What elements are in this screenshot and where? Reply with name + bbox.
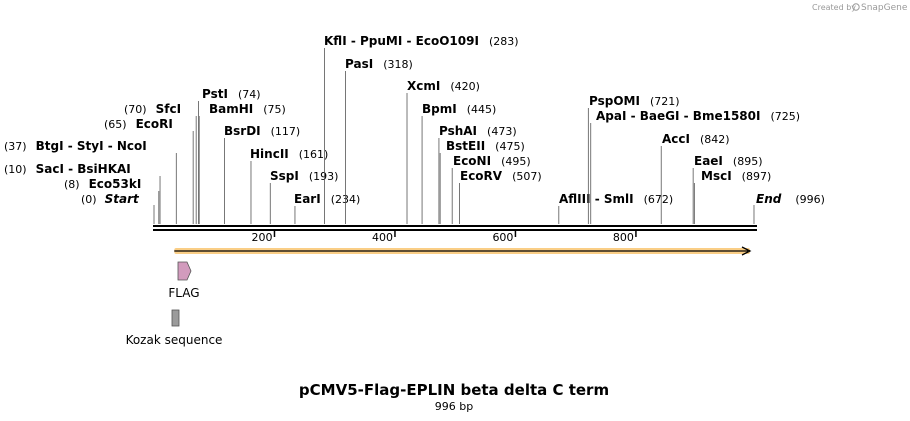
axis-tick-label: 200	[251, 231, 272, 244]
site-label: EcoRV (507)	[460, 169, 542, 183]
site-btgi[interactable]: (37) BtgI - StyI - NcoI	[4, 139, 177, 224]
site-sspi[interactable]: SspI (193)	[269, 169, 338, 224]
site-label: HincII (161)	[250, 147, 328, 161]
credit-brand: SnapGene	[861, 3, 908, 13]
start-marker: (0) Start	[81, 192, 155, 224]
snapgene-logo-icon	[852, 3, 860, 11]
site-pspomi[interactable]: PspOMI (721)	[587, 94, 680, 224]
site-apai[interactable]: ApaI - BaeGI - Bme1580I (725)	[590, 109, 800, 224]
site-label: AflIII - SmlI (672)	[559, 192, 673, 206]
site-bamhi[interactable]: BamHI (75)	[198, 102, 286, 224]
site-label: PasI (318)	[345, 57, 413, 71]
site-label: PstI (74)	[202, 87, 261, 101]
site-ecori[interactable]: (65) EcoRI	[104, 117, 194, 224]
site-label: BsrDI (117)	[224, 124, 300, 138]
site-label: BamHI (75)	[209, 102, 286, 116]
site-bsteii[interactable]: BstEII (475)	[439, 139, 525, 224]
site-label: EaeI (895)	[694, 154, 763, 168]
site-label: (10) SacI - BsiHKAI	[4, 162, 131, 176]
site-label: (8) Eco53kI	[64, 177, 141, 191]
backbone-top-line	[153, 225, 757, 227]
site-label: SspI (193)	[270, 169, 338, 183]
kozak-box	[171, 309, 180, 327]
feature-kozak-label: Kozak sequence	[126, 333, 223, 347]
site-kfli[interactable]: KflI - PpuMI - EcoO109I (283)	[324, 34, 519, 224]
feature-orf-arrow[interactable]	[174, 246, 752, 256]
plasmid-title: pCMV5-Flag-EPLIN beta delta C term	[299, 381, 609, 399]
site-eaei[interactable]: EaeI (895)	[692, 154, 763, 224]
site-econi[interactable]: EcoNI (495)	[451, 154, 531, 224]
site-bpmi[interactable]: BpmI (445)	[421, 102, 496, 224]
end-label: End (996)	[756, 192, 825, 206]
feature-flag[interactable]: FLAG	[168, 261, 200, 300]
restriction-sites: (8) Eco53kI(10) SacI - BsiHKAI (37) BtgI - S…	[4, 34, 825, 224]
site-eco53ki[interactable]: (8) Eco53kI	[64, 177, 160, 224]
start-label: (0) Start	[81, 192, 140, 206]
site-ecorv[interactable]: EcoRV (507)	[459, 169, 542, 224]
site-label: AccI (842)	[662, 132, 730, 146]
site-bsrdi[interactable]: BsrDI (117)	[224, 124, 300, 224]
site-label: BpmI (445)	[422, 102, 496, 116]
orf-arrowhead-icon	[741, 246, 752, 256]
site-label: XcmI (420)	[407, 79, 480, 93]
site-label: MscI (897)	[701, 169, 771, 183]
site-label: ApaI - BaeGI - Bme1580I (725)	[596, 109, 800, 123]
end-marker: End (996)	[753, 192, 825, 224]
axis-ticks: 200 400 600 800	[251, 231, 637, 244]
site-label: PspOMI (721)	[589, 94, 680, 108]
site-hincii[interactable]: HincII (161)	[250, 147, 328, 224]
site-saci[interactable]: (10) SacI - BsiHKAI	[4, 162, 161, 224]
site-pshai[interactable]: PshAI (473)	[438, 124, 517, 224]
site-label: (65) EcoRI	[104, 117, 173, 131]
flag-arrow-icon	[177, 261, 192, 281]
site-label: EcoNI (495)	[453, 154, 531, 168]
feature-kozak[interactable]: Kozak sequence	[126, 309, 223, 347]
site-psti[interactable]: PstI (74)	[198, 87, 261, 224]
sequence-ruler	[153, 225, 757, 231]
site-pasi[interactable]: PasI (318)	[345, 57, 413, 224]
axis-tick-label: 400	[372, 231, 393, 244]
site-acci[interactable]: AccI (842)	[660, 132, 730, 224]
site-label: BstEII (475)	[446, 139, 525, 153]
backbone-bottom-line	[153, 229, 757, 231]
site-eari[interactable]: EarI (234)	[294, 192, 360, 224]
site-xcmi[interactable]: XcmI (420)	[406, 79, 480, 224]
site-label: (70) SfcI	[124, 102, 181, 116]
credit-text: Created by	[812, 3, 856, 12]
site-label: (37) BtgI - StyI - NcoI	[4, 139, 147, 153]
axis-tick-label: 600	[492, 231, 513, 244]
site-label: EarI (234)	[294, 192, 360, 206]
site-label: KflI - PpuMI - EcoO109I (283)	[324, 34, 519, 48]
plasmid-length: 996 bp	[435, 400, 473, 413]
site-afliii[interactable]: AflIII - SmlI (672)	[558, 192, 673, 224]
site-label: PshAI (473)	[439, 124, 517, 138]
site-sfci[interactable]: (70) SfcI	[124, 102, 197, 224]
site-msci[interactable]: MscI (897)	[693, 169, 771, 224]
feature-flag-label: FLAG	[168, 286, 199, 300]
axis-tick-label: 800	[613, 231, 634, 244]
features: FLAG Kozak sequence	[126, 246, 752, 347]
